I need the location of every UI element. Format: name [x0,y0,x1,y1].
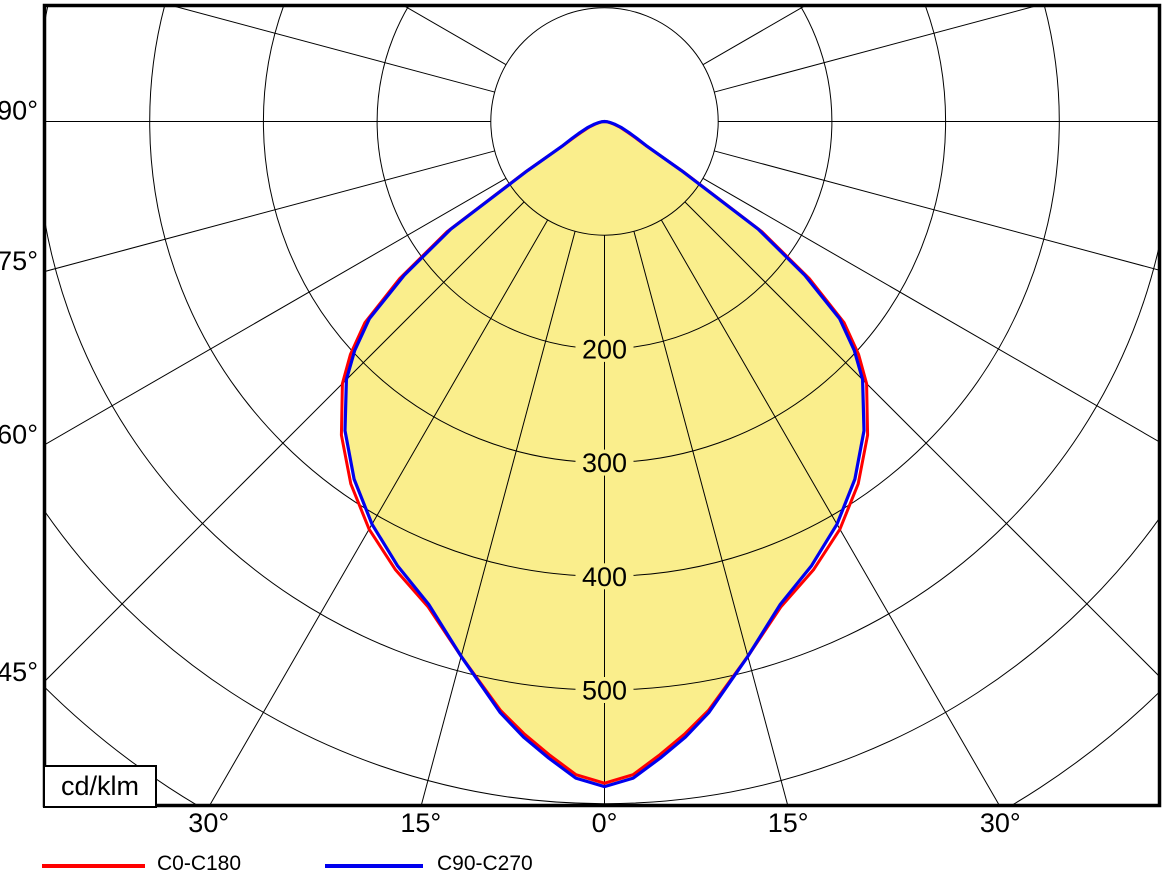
ring-label-bg-300 [575,449,634,476]
grid-spoke-30 [660,219,1000,806]
curve-c90-c270 [343,119,866,789]
ring-label-bg-400 [575,563,634,590]
bottom-axis-label-0: 0° [592,808,618,838]
grid-spoke--15 [420,231,576,806]
left-axis-label-60°: 60° [0,420,38,450]
grid-spoke--105 [169,5,495,93]
bottom-axis-label-30: 30° [980,808,1021,838]
left-axis-label-45°: 45° [0,657,38,687]
ring-label-300: 300 [582,448,627,478]
ring-label-bg-500 [575,677,634,703]
ring-label-400: 400 [582,562,627,592]
grid-spoke-60 [702,177,1160,443]
grid-spoke--45 [44,201,525,683]
bottom-axis-label--15: 15° [400,808,441,838]
left-axis-label-75°: 75° [0,246,38,276]
grid-spoke--75 [44,150,495,273]
left-axis-label-90°: 90° [0,96,38,126]
grid-spoke--120 [402,5,507,66]
legend-label-c0-c180: C0-C180 [157,852,242,875]
bottom-axis-label--30: 30° [188,808,229,838]
grid-spoke-75 [714,150,1160,271]
grid-spoke-105 [714,5,1040,93]
legend-line-c0-c180 [42,864,145,868]
unit-label: cd/klm [60,771,139,801]
ring-label-bg-200 [575,335,634,362]
grid-spoke--60 [44,177,507,446]
bottom-axis-label-15: 15° [768,808,809,838]
grid-spoke-15 [633,231,789,806]
grid-spoke-45 [684,201,1160,678]
chart-legend: C0-C180 C90-C270 [0,850,1165,880]
plot-frame [42,3,1162,808]
legend-label-c90-c270: C90-C270 [437,852,533,875]
ring-label-500: 500 [582,676,627,706]
legend-line-c90-c270 [325,864,423,868]
ring-label-200: 200 [582,334,627,364]
unit-box: cd/klm [43,765,157,808]
grid-spoke--30 [209,219,549,806]
